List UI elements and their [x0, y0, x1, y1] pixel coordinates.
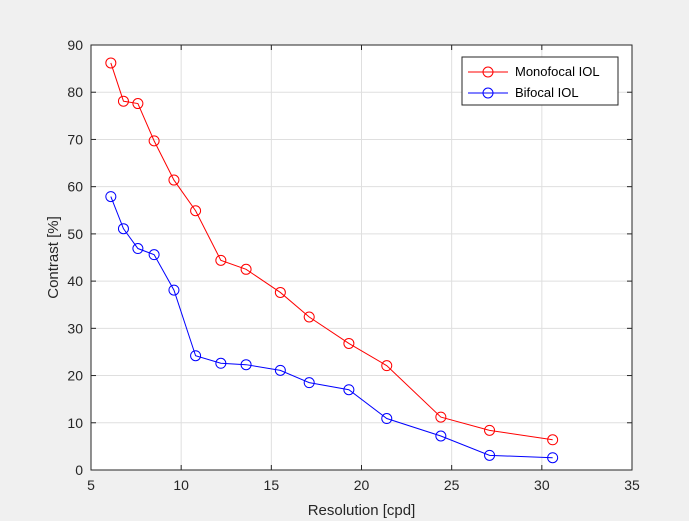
data-point-bifocal-iol — [168, 284, 180, 296]
data-point-monofocal-iol — [190, 205, 202, 217]
data-point-bifocal-iol — [303, 377, 315, 389]
legend-label-monofocal: Monofocal IOL — [515, 64, 600, 79]
series-monofocal-iol — [105, 57, 559, 446]
legend: Monofocal IOL Bifocal IOL — [461, 56, 619, 106]
data-point-monofocal-iol — [148, 135, 160, 147]
legend-marker-monofocal — [482, 66, 494, 78]
data-point-monofocal-iol — [343, 337, 355, 349]
data-point-monofocal-iol — [132, 98, 144, 110]
y-tick-label: 80 — [67, 84, 83, 100]
y-tick-label: 50 — [67, 226, 83, 242]
data-point-bifocal-iol — [148, 249, 160, 261]
legend-label-bifocal: Bifocal IOL — [515, 85, 579, 100]
data-point-bifocal-iol — [484, 449, 496, 461]
data-point-monofocal-iol — [381, 360, 393, 372]
x-tick-label: 10 — [173, 477, 189, 493]
series-line-monofocal-iol — [110, 62, 553, 441]
data-point-monofocal-iol — [435, 411, 447, 423]
data-point-bifocal-iol — [117, 223, 129, 235]
y-tick-label: 40 — [67, 273, 83, 289]
data-point-monofocal-iol — [303, 311, 315, 323]
data-point-bifocal-iol — [274, 364, 286, 376]
x-tick-label: 35 — [624, 477, 640, 493]
axis-ticks: 5 10 15 20 25 30 35 0 10 20 30 40 50 60 70 80 90 — [67, 37, 640, 493]
y-tick-label: 10 — [67, 415, 83, 431]
data-point-monofocal-iol — [168, 174, 180, 186]
y-tick-label: 30 — [67, 320, 83, 336]
legend-box — [461, 56, 619, 106]
data-point-bifocal-iol — [105, 191, 117, 203]
data-point-monofocal-iol — [105, 57, 117, 69]
x-tick-label: 30 — [534, 477, 550, 493]
data-point-bifocal-iol — [381, 413, 393, 425]
x-tick-label: 5 — [87, 477, 95, 493]
data-point-monofocal-iol — [274, 286, 286, 298]
x-tick-label: 25 — [444, 477, 460, 493]
y-tick-label: 70 — [67, 131, 83, 147]
y-tick-label: 0 — [75, 462, 83, 478]
data-point-monofocal-iol — [117, 95, 129, 107]
x-tick-label: 15 — [264, 477, 280, 493]
data-point-bifocal-iol — [215, 357, 227, 369]
data-point-bifocal-iol — [132, 243, 144, 255]
series-line-bifocal-iol — [110, 196, 553, 459]
data-point-monofocal-iol — [215, 254, 227, 266]
data-point-monofocal-iol — [240, 263, 252, 275]
legend-marker-bifocal — [482, 87, 494, 99]
data-series — [105, 57, 559, 464]
data-point-bifocal-iol — [190, 350, 202, 362]
data-point-monofocal-iol — [547, 434, 559, 446]
y-tick-label: 90 — [67, 37, 83, 53]
y-tick-label: 60 — [67, 179, 83, 195]
data-point-bifocal-iol — [240, 359, 252, 371]
data-point-bifocal-iol — [435, 430, 447, 442]
y-tick-label: 20 — [67, 368, 83, 384]
data-point-bifocal-iol — [343, 384, 355, 396]
x-tick-label: 20 — [354, 477, 370, 493]
y-axis-label: Contrast [%] — [45, 216, 62, 299]
data-point-monofocal-iol — [484, 424, 496, 436]
grid — [91, 45, 632, 470]
series-bifocal-iol — [105, 191, 559, 464]
data-point-bifocal-iol — [547, 452, 559, 464]
x-axis-label: Resolution [cpd] — [308, 502, 416, 519]
